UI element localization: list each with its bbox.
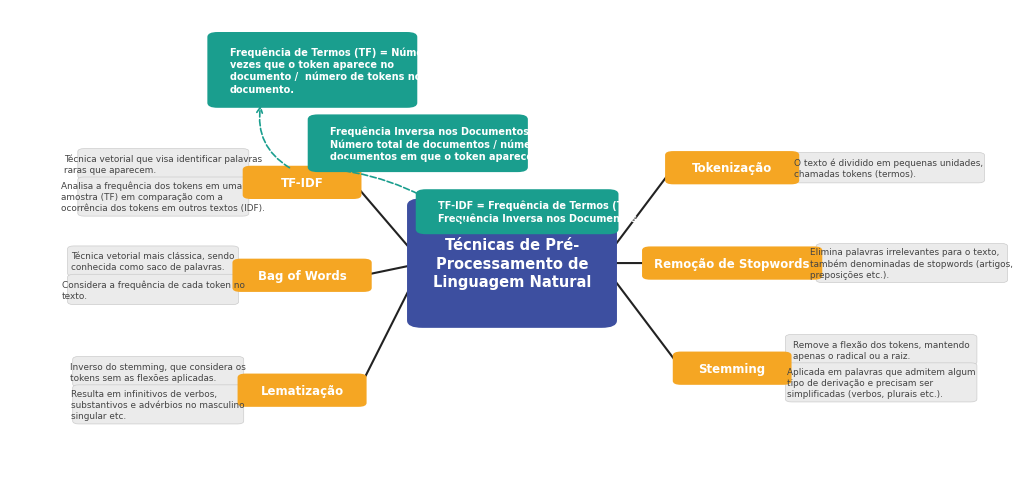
Text: Inverso do stemming, que considera os
tokens sem as flexões aplicadas.: Inverso do stemming, que considera os to… [71, 362, 246, 382]
FancyBboxPatch shape [68, 275, 239, 305]
Text: TF-IDF: TF-IDF [281, 177, 324, 189]
Text: Remoção de Stopwords: Remoção de Stopwords [654, 257, 810, 270]
FancyBboxPatch shape [68, 246, 239, 277]
Text: Stemming: Stemming [698, 362, 766, 375]
Text: Bag of Words: Bag of Words [258, 269, 346, 282]
Text: Aplicada em palavras que admitem algum
tipo de derivação e precisam ser
simplifi: Aplicada em palavras que admitem algum t… [786, 367, 976, 398]
FancyBboxPatch shape [816, 244, 1008, 283]
FancyBboxPatch shape [78, 149, 249, 180]
Text: Analisa a frequência dos tokens em uma
amostra (TF) em comparação com a
ocorrênc: Analisa a frequência dos tokens em uma a… [61, 182, 265, 213]
FancyBboxPatch shape [673, 352, 792, 385]
Text: Elimina palavras irrelevantes para o texto,
também denominadas de stopwords (art: Elimina palavras irrelevantes para o tex… [810, 247, 1014, 280]
FancyBboxPatch shape [78, 178, 249, 217]
Text: TF-IDF = Frequência de Termos (TF) *
Frequência Inversa nos Documentos (IDF): TF-IDF = Frequência de Termos (TF) * Fre… [438, 201, 668, 224]
FancyBboxPatch shape [785, 335, 977, 365]
Text: Técnica vetorial que visa identificar palavras
raras que aparecem.: Técnica vetorial que visa identificar pa… [65, 154, 262, 175]
FancyBboxPatch shape [407, 199, 616, 328]
FancyBboxPatch shape [232, 259, 372, 292]
Text: Considera a frequência de cada token no
texto.: Considera a frequência de cada token no … [61, 280, 245, 300]
Text: Técnicas de Pré-
Processamento de
Linguagem Natural: Técnicas de Pré- Processamento de Lingua… [433, 238, 591, 289]
FancyBboxPatch shape [666, 152, 799, 185]
FancyBboxPatch shape [642, 247, 822, 280]
FancyBboxPatch shape [785, 363, 977, 402]
FancyBboxPatch shape [243, 166, 361, 200]
FancyBboxPatch shape [207, 33, 418, 109]
Text: O texto é dividido em pequenas unidades,
chamadas tokens (termos).: O texto é dividido em pequenas unidades,… [795, 158, 983, 179]
Text: Frequência Inversa nos Documentos (IDF) =
Número total de documentos / número de: Frequência Inversa nos Documentos (IDF) … [330, 126, 571, 162]
Text: Tokenização: Tokenização [692, 162, 772, 175]
Text: Frequência de Termos (TF) = Número de
vezes que o token aparece no
documento /  : Frequência de Termos (TF) = Número de ve… [229, 47, 452, 95]
FancyBboxPatch shape [416, 190, 618, 235]
Text: Resulta em infinitivos de verbos,
substantivos e advérbios no masculino
singular: Resulta em infinitivos de verbos, substa… [72, 389, 245, 420]
FancyBboxPatch shape [793, 153, 985, 183]
Text: Técnica vetorial mais clássica, sendo
conhecida como saco de palavras.: Técnica vetorial mais clássica, sendo co… [72, 251, 234, 272]
FancyBboxPatch shape [238, 374, 367, 407]
Text: Lematização: Lematização [260, 384, 344, 397]
FancyBboxPatch shape [73, 357, 244, 387]
FancyBboxPatch shape [73, 385, 244, 424]
Text: Remove a flexão dos tokens, mantendo
apenas o radical ou a raiz.: Remove a flexão dos tokens, mantendo ape… [793, 340, 970, 360]
FancyBboxPatch shape [307, 115, 528, 173]
